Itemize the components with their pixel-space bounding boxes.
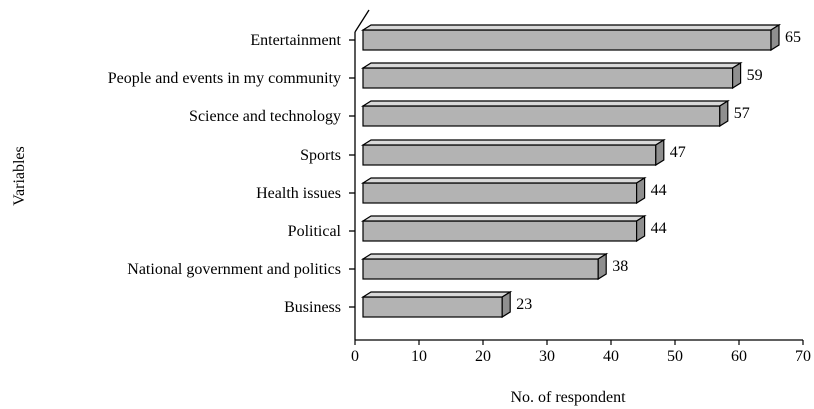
data-label: 57 [734,105,750,122]
y-axis-title: Variables [11,146,28,206]
bar-top [360,139,666,146]
y-axis-depth-line [354,9,370,33]
x-tick-label: 20 [475,348,491,365]
bar-front [362,258,599,280]
bar-front [362,144,657,166]
bar-side [635,214,646,243]
bar-side [501,290,511,319]
x-tick-label: 0 [351,348,359,365]
data-label: 23 [516,296,532,313]
x-tick-label: 60 [731,348,747,365]
bar-side [719,99,729,128]
bar-front [362,296,503,318]
category-label: Health issues [256,185,341,202]
x-axis-title: No. of respondent [510,389,626,406]
category-label: National government and politics [127,261,341,278]
category-label: Sports [300,147,341,164]
bar-front [362,29,772,51]
data-label: 44 [651,182,667,199]
bar-side [770,23,780,52]
bar-side [655,138,665,167]
chart-axes [349,9,804,345]
data-label: 47 [670,144,686,161]
data-label: 65 [785,29,801,46]
bar-front [362,182,638,204]
bar-side [731,61,742,90]
bar-front [362,105,721,127]
category-label: Political [288,223,342,240]
bar-top [360,62,743,69]
chart-labels: 0 10 20 30 40 50 60 70 Entertainment 65 People and… [108,29,811,365]
category-label: Entertainment [250,32,341,49]
bar-side [635,176,646,205]
data-label: 38 [612,258,628,275]
x-tick-label: 10 [411,348,427,365]
category-label: Science and technology [189,108,341,125]
bar-top [360,215,647,222]
bar-front [362,67,734,89]
x-tick-label: 30 [539,348,555,365]
bar-side [597,252,607,281]
bar-top [360,100,730,107]
bar-top [360,177,647,184]
data-label: 44 [651,220,667,237]
bar-top [360,24,782,31]
category-label: Business [284,299,341,316]
chart-bars [360,23,782,319]
category-label: People and events in my community [108,70,341,87]
bar-top [360,253,609,260]
x-tick-label: 70 [795,348,811,365]
x-tick-label: 50 [667,348,683,365]
data-label: 59 [747,67,763,84]
bar-top [360,291,513,298]
x-tick-label: 40 [603,348,619,365]
bar-front [362,220,638,242]
